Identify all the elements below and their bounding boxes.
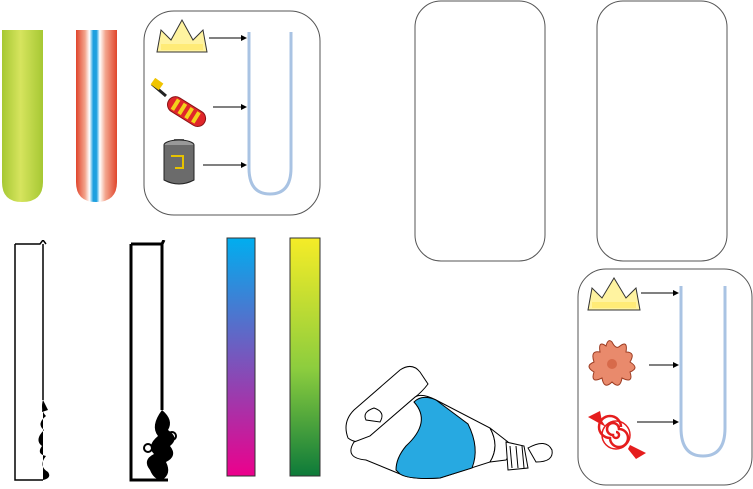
yellow-green-gradient-bar — [289, 237, 321, 477]
candy-icon — [584, 405, 650, 459]
cyan-magenta-gradient-bar — [226, 237, 256, 477]
green-gradient-tube — [0, 30, 45, 202]
screwdriver-icon — [146, 78, 214, 134]
striped-gradient-tube — [74, 30, 119, 202]
ornamental-frame-icon-2 — [128, 240, 192, 488]
empty-panel-2 — [596, 0, 728, 262]
splat-icon — [584, 336, 640, 392]
crown-icon-2 — [586, 276, 642, 312]
empty-panel-1 — [414, 0, 546, 262]
ornamental-frame-icon — [12, 240, 62, 484]
crown-icon — [155, 18, 209, 54]
battery-icon — [161, 138, 197, 188]
paint-tube-icon — [340, 362, 560, 484]
